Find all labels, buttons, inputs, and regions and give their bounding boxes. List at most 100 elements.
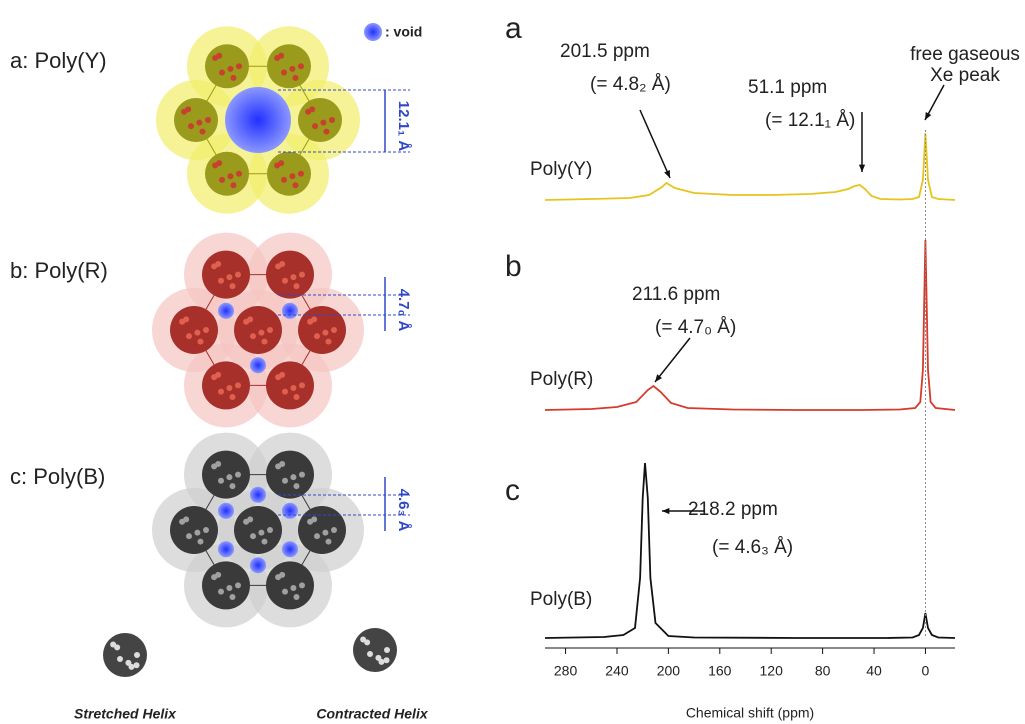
atom — [194, 529, 201, 536]
atom — [281, 69, 288, 76]
atom — [383, 657, 390, 664]
helix — [267, 151, 311, 196]
atom — [227, 173, 234, 180]
atom — [216, 160, 223, 167]
atom — [258, 329, 265, 336]
atom — [298, 63, 304, 70]
atom — [247, 516, 254, 523]
x-tick-label: 160 — [708, 663, 732, 679]
helix — [202, 250, 250, 299]
atom — [325, 538, 332, 545]
atom — [367, 651, 374, 658]
void — [218, 502, 234, 519]
atom — [134, 652, 140, 658]
annotation: (= 4.6₃ Å) — [712, 537, 793, 558]
atom — [279, 571, 286, 578]
helix — [234, 306, 282, 354]
atom — [247, 316, 254, 323]
atom — [229, 483, 236, 490]
atom — [186, 533, 193, 540]
atom — [235, 582, 241, 589]
atom — [218, 388, 225, 395]
void — [282, 541, 298, 558]
atom — [229, 393, 236, 400]
series-label: Poly(R) — [530, 369, 593, 390]
atom — [216, 52, 223, 59]
atom — [133, 662, 140, 669]
atom — [292, 74, 299, 81]
atom — [218, 588, 225, 595]
annotation: free gaseous — [910, 44, 1020, 65]
atom — [186, 333, 193, 340]
atom — [322, 529, 329, 536]
annotation: (= 12.1₁ Å) — [765, 110, 855, 131]
atom — [290, 474, 297, 481]
dimension: 4.7₀ Å — [395, 289, 412, 332]
atom — [199, 128, 206, 135]
void — [250, 357, 266, 374]
atom — [293, 283, 300, 290]
atom — [299, 271, 305, 278]
atom — [309, 106, 316, 113]
arrow — [654, 337, 691, 383]
atom — [215, 371, 222, 378]
annotation: (= 4.8₂ Å) — [590, 74, 671, 95]
atom — [188, 123, 195, 130]
atom — [298, 170, 304, 177]
void — [218, 541, 234, 558]
atom — [293, 393, 300, 400]
atom — [331, 527, 337, 533]
atom — [290, 585, 297, 592]
atom — [290, 274, 297, 281]
atom — [289, 173, 296, 180]
atom — [323, 128, 330, 135]
atom — [258, 529, 265, 536]
atom — [226, 474, 233, 481]
atom — [229, 593, 236, 600]
atom — [375, 654, 382, 661]
x-tick-label: 120 — [760, 663, 784, 679]
panel-label: b: Poly(R) — [10, 258, 108, 283]
void-legend: : void — [385, 24, 422, 40]
atom — [226, 274, 233, 281]
atom — [183, 516, 190, 523]
helix — [266, 250, 314, 299]
series-label: Poly(B) — [530, 589, 592, 610]
atom — [218, 477, 225, 484]
atom — [311, 516, 318, 523]
atom — [314, 533, 321, 540]
atom — [235, 271, 241, 278]
atom — [322, 329, 329, 336]
atom — [282, 477, 289, 484]
helix — [298, 306, 346, 354]
atom — [185, 106, 192, 113]
helix-label: Contracted Helix — [316, 706, 428, 722]
x-tick-label: 200 — [657, 663, 681, 679]
panel-label: c: Poly(B) — [10, 464, 105, 489]
arrow-head — [925, 112, 932, 120]
atom — [279, 460, 286, 467]
atom — [267, 527, 273, 533]
panel-letter: a — [505, 12, 522, 45]
atom — [235, 471, 241, 478]
atom — [282, 588, 289, 595]
atom — [320, 119, 327, 126]
annotation: 201.5 ppm — [560, 41, 650, 62]
panel-label: a: Poly(Y) — [10, 48, 107, 73]
atom — [278, 52, 285, 59]
helix — [202, 561, 250, 610]
atom — [227, 65, 234, 72]
atom — [114, 644, 121, 651]
atom — [215, 571, 222, 578]
atom — [205, 117, 211, 123]
atom — [299, 382, 305, 389]
void — [250, 557, 266, 574]
x-tick-label: 40 — [866, 663, 882, 679]
helix — [266, 450, 314, 499]
spectrum-line — [544, 132, 956, 201]
atom — [282, 388, 289, 395]
atom — [203, 527, 209, 533]
helix — [202, 361, 250, 410]
annotation: 211.6 ppm — [632, 284, 720, 305]
